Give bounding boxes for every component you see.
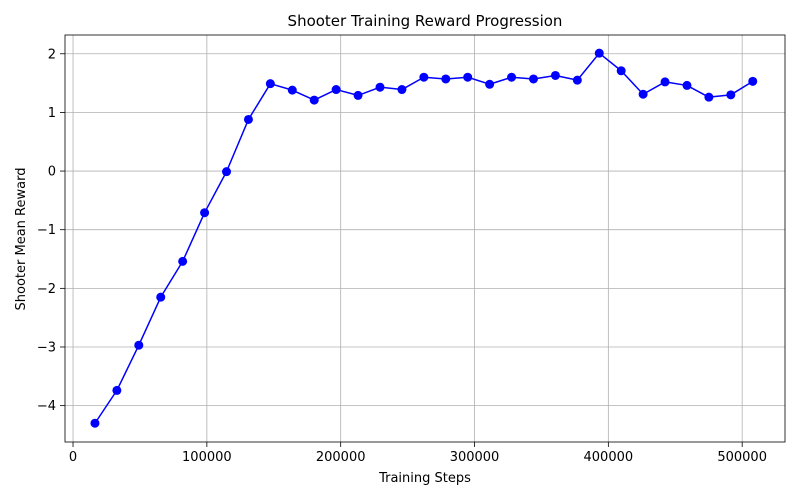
y-tick-label: −3 — [37, 340, 56, 355]
data-point — [375, 82, 385, 92]
data-point — [550, 70, 560, 80]
x-tick-label: 500000 — [717, 450, 767, 465]
data-point — [243, 114, 253, 124]
data-point — [660, 77, 670, 87]
y-tick-label: −1 — [37, 223, 56, 238]
chart-title: Shooter Training Reward Progression — [288, 12, 563, 30]
x-tick-label: 0 — [69, 450, 77, 465]
x-tick-label: 100000 — [182, 450, 232, 465]
y-tick-label: 1 — [48, 106, 56, 121]
data-point — [331, 85, 341, 95]
x-tick-label: 400000 — [584, 450, 634, 465]
axes-spines — [64, 34, 786, 443]
data-point — [90, 418, 100, 428]
data-point — [156, 292, 166, 302]
x-axis-label: Training Steps — [378, 471, 471, 486]
y-axis-ticks: −4 −3 −2 −1 0 1 2 — [37, 47, 65, 414]
data-point — [309, 95, 319, 105]
data-point — [353, 90, 363, 100]
data-point — [222, 167, 232, 177]
data-point — [682, 80, 692, 90]
data-point — [594, 48, 604, 58]
data-point — [463, 72, 473, 82]
data-point — [200, 208, 210, 218]
y-tick-label: 0 — [48, 165, 56, 180]
series-layer — [90, 48, 758, 428]
data-point — [441, 74, 451, 84]
y-axis-label: Shooter Mean Reward — [14, 168, 29, 311]
data-point — [726, 90, 736, 100]
data-point — [572, 75, 582, 85]
data-point — [112, 385, 122, 395]
data-point — [748, 76, 758, 86]
x-tick-label: 300000 — [450, 450, 500, 465]
data-point — [397, 85, 407, 95]
data-point — [265, 79, 275, 89]
plot-area-frame — [64, 34, 786, 443]
data-point — [287, 85, 297, 95]
data-point — [704, 92, 714, 102]
data-point — [485, 79, 495, 89]
data-point — [507, 72, 517, 82]
data-point — [528, 74, 538, 84]
data-point — [616, 66, 626, 76]
y-tick-label: −2 — [37, 282, 56, 297]
y-tick-label: −4 — [37, 399, 56, 414]
data-point — [638, 89, 648, 99]
grid-lines — [65, 35, 785, 442]
x-tick-label: 200000 — [316, 450, 366, 465]
y-tick-label: 2 — [48, 47, 56, 62]
data-point — [134, 340, 144, 350]
x-axis-ticks: 0 100000 200000 300000 400000 500000 — [69, 442, 767, 465]
data-point — [419, 72, 429, 82]
data-point — [178, 256, 188, 266]
